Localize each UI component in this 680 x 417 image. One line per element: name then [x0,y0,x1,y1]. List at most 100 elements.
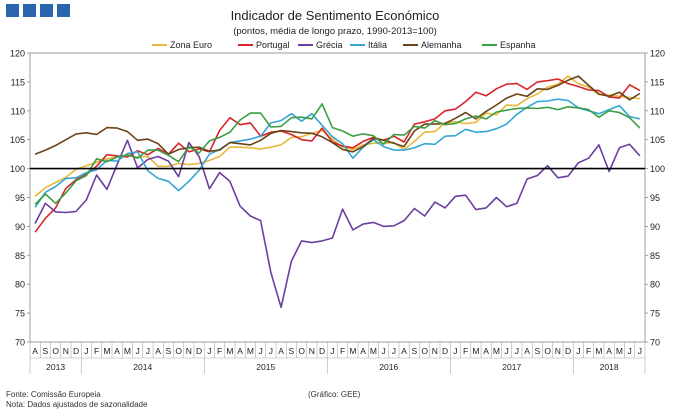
x-month-label: D [319,346,325,356]
y-tick-label-left: 70 [15,338,25,348]
x-month-label: A [606,346,612,356]
y-tick-label-left: 90 [15,222,25,232]
footer-notes: Fonte: Comissão Europeia Nota: Dados aju… [6,390,147,409]
x-month-label: M [595,346,602,356]
x-month-label: M [103,346,110,356]
x-month-label: J [392,346,396,356]
x-month-label: J [505,346,509,356]
x-month-label: J [136,346,140,356]
x-month-label: J [259,346,263,356]
x-month-label: O [298,346,305,356]
y-tick-label-right: 90 [650,222,660,232]
x-month-label: F [217,346,222,356]
y-tick-label-right: 120 [650,49,665,59]
legend-label: Alemanha [421,40,462,50]
series-line-zona-euro [34,75,640,197]
x-month-label: S [535,346,541,356]
x-month-label: J [330,346,334,356]
y-tick-label-left: 80 [15,280,25,290]
x-month-label: N [186,346,192,356]
x-month-label: D [565,346,571,356]
x-year-label: 2014 [133,362,152,372]
plot-frame [29,52,646,343]
x-month-label: D [196,346,202,356]
logo-square [40,4,53,17]
x-month-label: J [382,346,386,356]
x-month-label: J [269,346,273,356]
x-year-label: 2013 [46,362,65,372]
x-month-label: J [576,346,580,356]
x-year-label: 2016 [379,362,398,372]
x-month-label: A [524,346,530,356]
series-line-it-lia [34,98,641,208]
x-month-label: O [175,346,182,356]
x-month-label: N [63,346,69,356]
x-month-label: A [114,346,120,356]
y-tick-label-right: 85 [650,251,660,261]
series-line-gr-cia [34,139,641,309]
x-month-label: M [349,346,356,356]
logo-square [6,4,19,17]
y-tick-label-left: 110 [11,106,25,116]
chart-credit: (Gráfico: GEE) [308,390,361,399]
x-month-label: D [73,346,79,356]
logo-square [23,4,36,17]
x-month-label: A [155,346,161,356]
x-month-label: J [207,346,211,356]
x-month-label: M [247,346,254,356]
x-month-label: J [146,346,150,356]
line-chart: Indicador de Sentimento Económico (ponto… [10,8,665,374]
y-tick-label-left: 115 [11,77,25,87]
legend-label: Zona Euro [170,40,212,50]
x-month-label: A [278,346,284,356]
y-tick-label-right: 95 [650,193,660,203]
x-month-label: A [401,346,407,356]
x-year-label: 2018 [600,362,619,372]
y-tick-label-left: 100 [10,164,25,174]
y-tick-label-right: 70 [650,338,660,348]
y-tick-label-right: 80 [650,280,660,290]
chart-title: Indicador de Sentimento Económico [231,8,440,23]
chart-subtitle: (pontos, média de longo prazo, 1990-2013… [233,26,437,37]
x-month-label: O [421,346,428,356]
x-month-label: F [94,346,99,356]
x-month-label: O [544,346,551,356]
x-month-label: A [360,346,366,356]
y-tick-label-left: 120 [10,49,25,59]
y-tick-label-left: 95 [15,193,25,203]
seasonal-note: Nota: Dados ajustados de sazonalidade [6,399,148,409]
y-tick-label-right: 100 [650,164,665,174]
legend-label: Portugal [256,40,290,50]
x-month-label: J [453,346,457,356]
y-tick-label-left: 105 [10,135,25,145]
plot-area: 70 70 75 75 80 80 85 85 90 90 95 95 100 100 105 105 110 1… [10,49,665,374]
x-month-label: A [483,346,489,356]
y-tick-label-left: 85 [15,251,25,261]
x-month-label: M [370,346,377,356]
legend-label: Grécia [316,40,343,50]
x-month-label: J [84,346,88,356]
x-year-label: 2015 [256,362,275,372]
gee-logo [6,4,70,17]
chart-legend: Zona Euro Portugal Grécia Itália Alemanha Esp… [152,40,536,50]
x-month-label: F [463,346,468,356]
series-line-espanha [34,103,641,205]
y-tick-label-left: 75 [15,309,25,319]
x-month-label: S [289,346,295,356]
x-month-label: J [628,346,632,356]
x-month-label: F [586,346,591,356]
x-month-label: D [442,346,448,356]
x-month-label: S [43,346,49,356]
x-month-label: A [237,346,243,356]
legend-label: Itália [368,40,387,50]
y-tick-label-right: 75 [650,309,660,319]
legend-label: Espanha [500,40,536,50]
x-month-label: S [166,346,172,356]
source-note: Fonte: Comissão Europeia [6,390,101,399]
x-month-label: O [52,346,59,356]
x-month-label: M [616,346,623,356]
x-month-label: S [412,346,418,356]
x-month-label: A [32,346,38,356]
x-month-label: M [493,346,500,356]
x-month-label: N [309,346,315,356]
